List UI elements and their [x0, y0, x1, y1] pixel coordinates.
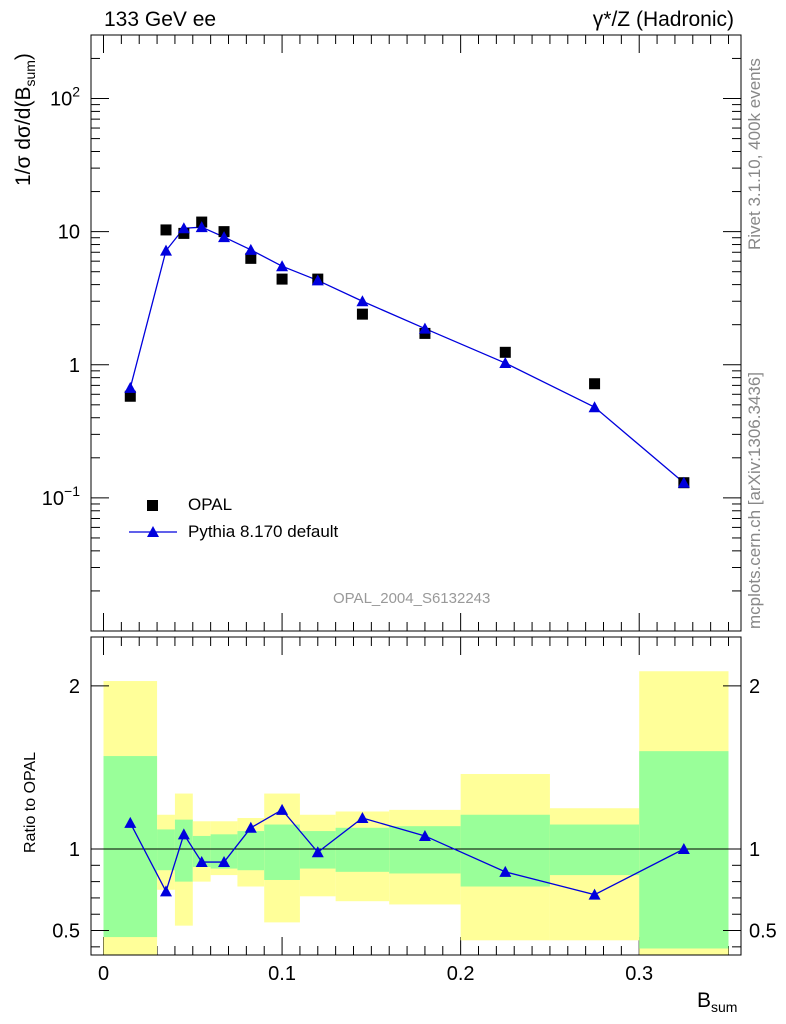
ratio-mc-point	[160, 885, 172, 897]
opal-data-point	[178, 227, 190, 239]
main-y-axis-label: 1/σ dσ/d(Bsum)	[12, 53, 39, 186]
x-tick-label: 0.1	[268, 963, 296, 985]
main-panel: 10−1 1 10 102	[42, 34, 742, 955]
ratio-mc-point	[177, 828, 190, 840]
mc-data-point	[177, 222, 190, 234]
opal-data-point	[276, 273, 288, 285]
x-tick-label: 0.2	[447, 963, 475, 985]
opal-data-point	[160, 224, 172, 236]
mcplots-citation-label: mcplots.cern.ch [arXiv:1306.3436]	[745, 371, 764, 629]
ratio-y-tick-label-right: 1	[749, 839, 760, 861]
ratio-band-inner	[335, 827, 390, 872]
legend-opal-marker	[147, 500, 158, 511]
opal-data-point	[356, 308, 368, 320]
legend-opal-label: OPAL	[188, 495, 233, 514]
mc-data-point	[418, 322, 431, 334]
ratio-y-tick-label: 1	[69, 839, 80, 861]
mc-data-point	[276, 260, 289, 272]
mc-data-point	[677, 476, 690, 488]
ratio-band-inner	[192, 835, 211, 867]
mc-data-point	[195, 221, 208, 233]
ratio-band-inner	[549, 824, 640, 876]
mc-data-point	[588, 401, 601, 413]
mc-data-point	[244, 243, 257, 255]
mc-data-point	[499, 357, 512, 369]
legend-pythia-label: Pythia 8.170 default	[188, 522, 339, 541]
ratio-band-inner	[103, 756, 158, 938]
ratio-y-axis-label: Ratio to OPAL	[22, 751, 39, 853]
ratio-y-tick-label: 0.5	[52, 921, 80, 943]
ratio-mc-point	[195, 856, 208, 868]
ratio-mc-point	[677, 843, 690, 854]
x-axis-label: Bsum	[697, 989, 738, 1016]
ratio-mc-point	[244, 821, 257, 833]
ratio-mc-point	[418, 829, 431, 841]
ratio-frame	[90, 636, 742, 956]
x-tick-label: 0.3	[625, 963, 653, 985]
ratio-band-inner	[264, 824, 300, 880]
opal-data-point	[499, 346, 511, 358]
opal-data-point	[589, 378, 601, 390]
legend-pythia-marker	[147, 526, 159, 537]
opal-data-point	[245, 252, 257, 264]
ratio-panel: 0.5 0.5 1 1 2 2 0 0.1 0.2 0.3	[52, 636, 777, 985]
ratio-mc-point	[124, 816, 137, 828]
ratio-band-inner	[157, 829, 175, 871]
ratio-mc-point	[588, 888, 601, 900]
main-y-tick-label: 10	[58, 222, 80, 244]
mc-line	[129, 226, 685, 484]
ratio-mc-point	[311, 846, 324, 858]
opal-data-point	[124, 390, 136, 402]
ratio-y-tick-label-right: 2	[749, 676, 760, 698]
main-y-tick-label: 102	[50, 84, 80, 111]
mc-data-point	[124, 381, 137, 393]
main-y-tick-label: 10−1	[42, 483, 80, 510]
mc-data-point	[218, 231, 231, 243]
header-process-label: 133 GeV ee	[104, 8, 217, 31]
mc-data-point	[356, 295, 369, 307]
ratio-mc-point	[218, 856, 231, 868]
ratio-y-tick-label: 2	[69, 676, 80, 698]
ratio-band-inner	[237, 831, 265, 871]
mc-data-point	[311, 274, 324, 286]
main-frame	[90, 34, 742, 632]
mc-data-point	[160, 244, 172, 256]
rivet-version-label: Rivet 3.1.10, 400k events	[745, 58, 764, 250]
ratio-y-tick-label-right: 0.5	[749, 921, 777, 943]
main-y-tick-label: 1	[69, 355, 80, 377]
ratio-mc-point	[356, 812, 369, 824]
ratio-band-inner	[174, 819, 193, 882]
x-tick-label: 0	[98, 963, 109, 985]
ratio-mc-point	[499, 865, 512, 877]
header-channel-label: γ*/Z (Hadronic)	[592, 8, 734, 31]
analysis-id-watermark: OPAL_2004_S6132243	[333, 590, 491, 607]
ratio-mc-point	[276, 803, 289, 815]
